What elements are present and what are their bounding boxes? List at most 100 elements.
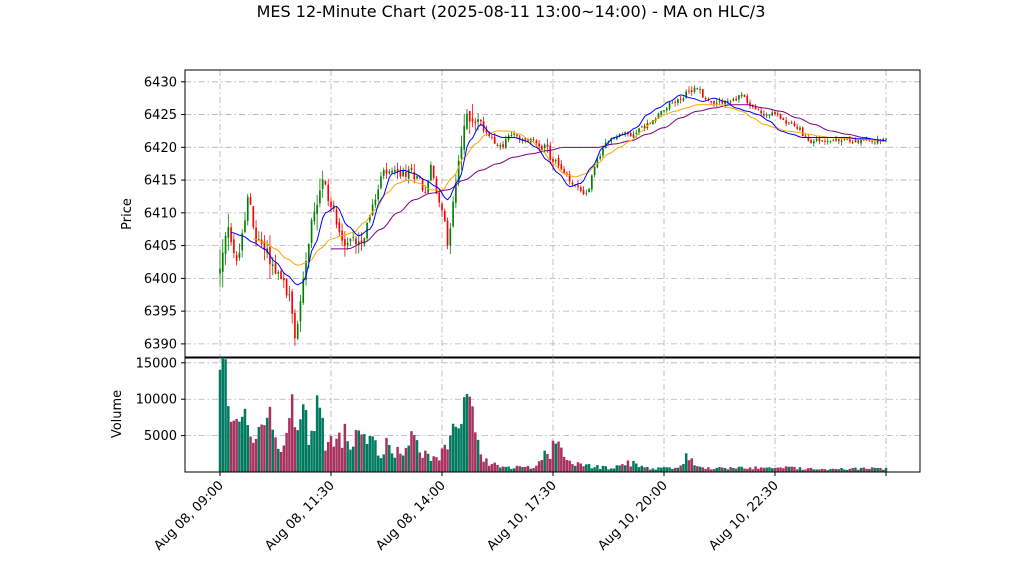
volume-bar <box>793 466 796 472</box>
candle-body <box>263 241 266 250</box>
candle-body <box>474 121 477 124</box>
candle-body <box>599 156 602 159</box>
candle-body <box>230 227 232 243</box>
volume-bar <box>532 468 535 472</box>
candle-body <box>219 268 221 274</box>
volume-bar <box>304 410 308 472</box>
candle-body <box>371 204 374 216</box>
candle-body <box>321 179 324 189</box>
candle-body <box>851 141 854 144</box>
candle-body <box>244 220 246 232</box>
volume-bar <box>668 467 671 472</box>
volume-bar <box>598 469 602 472</box>
candle-body <box>876 138 879 144</box>
candle-body <box>715 102 718 104</box>
candle-body <box>760 110 762 114</box>
candle-body <box>460 146 463 159</box>
volume-bar <box>737 466 741 472</box>
volume-bar <box>884 468 888 472</box>
candle-body <box>804 135 807 137</box>
candle-body <box>665 108 668 111</box>
candle-body <box>443 210 446 222</box>
volume-bar <box>399 453 402 472</box>
volume-bar <box>363 434 366 472</box>
candle-body <box>765 115 768 116</box>
volume-bar <box>321 417 324 472</box>
volume-bar <box>424 450 427 472</box>
volume-bar <box>238 421 241 472</box>
candle-body <box>258 239 260 241</box>
volume-bar <box>743 468 746 472</box>
candle-body <box>552 158 554 163</box>
candle-body <box>657 113 660 119</box>
candle-body <box>557 158 560 166</box>
volume-bar <box>232 420 236 472</box>
candle-body <box>274 263 277 274</box>
volume-bar <box>587 464 591 472</box>
x-tick-label: Aug 10, 20:00 <box>595 478 671 554</box>
candle-body <box>790 122 793 124</box>
price-tick-label: 6390 <box>144 337 177 352</box>
volume-bar <box>462 397 466 472</box>
price-candles <box>219 85 887 346</box>
candle-body <box>546 144 549 147</box>
volume-bar <box>684 453 688 472</box>
volume-bar <box>468 396 471 472</box>
volume-bar <box>782 468 785 472</box>
price-grid <box>185 70 920 357</box>
candle-body <box>468 111 471 122</box>
volume-bar <box>740 466 743 472</box>
volume-bar <box>604 466 607 472</box>
candle-body <box>882 138 885 141</box>
candle-body <box>463 125 466 150</box>
candle-body <box>757 109 760 111</box>
candle-body <box>635 132 638 134</box>
candle-body <box>377 189 380 200</box>
volume-bar <box>326 441 330 472</box>
volume-bar <box>376 455 380 472</box>
candle-body <box>352 236 355 238</box>
volume-bar <box>876 467 879 472</box>
volume-bar <box>260 424 263 472</box>
volume-bar <box>460 423 463 472</box>
candle-body <box>771 112 774 116</box>
candle-body <box>319 190 321 204</box>
candle-body <box>849 139 851 142</box>
candle-body <box>357 241 360 246</box>
candle-body <box>307 244 310 263</box>
candle-body <box>663 110 665 112</box>
volume-bar <box>626 460 630 472</box>
candle-body <box>824 140 826 142</box>
volume-bar <box>723 468 727 472</box>
volume-bar <box>571 464 574 472</box>
candle-body <box>829 141 832 142</box>
candle-body <box>280 271 282 280</box>
volume-bar <box>240 416 244 472</box>
volume-bar <box>421 457 424 472</box>
candle-body <box>677 99 679 104</box>
volume-bars <box>218 357 888 472</box>
volume-bar <box>621 464 624 472</box>
volume-bar <box>804 469 807 472</box>
candle-body <box>649 123 651 124</box>
volume-bar <box>701 467 705 472</box>
volume-y-ticks: 5000 10000 15000 <box>136 356 185 444</box>
volume-bar <box>859 467 863 472</box>
volume-bar <box>807 468 810 472</box>
volume-bar <box>229 421 233 472</box>
volume-bar <box>332 446 336 472</box>
candle-body <box>688 90 690 92</box>
volume-bar <box>612 468 616 472</box>
candle-body <box>330 201 332 208</box>
candle-body <box>660 111 663 115</box>
volume-bar <box>454 426 458 472</box>
candle-body <box>704 97 707 100</box>
candle-body <box>316 204 318 214</box>
candle-body <box>779 114 782 120</box>
x-tick-label: Aug 10, 17:30 <box>484 478 560 554</box>
candle-body <box>432 165 435 179</box>
volume-bar <box>365 443 369 472</box>
candle-body <box>327 184 330 201</box>
volume-bar <box>340 447 344 472</box>
volume-bar <box>593 467 596 472</box>
